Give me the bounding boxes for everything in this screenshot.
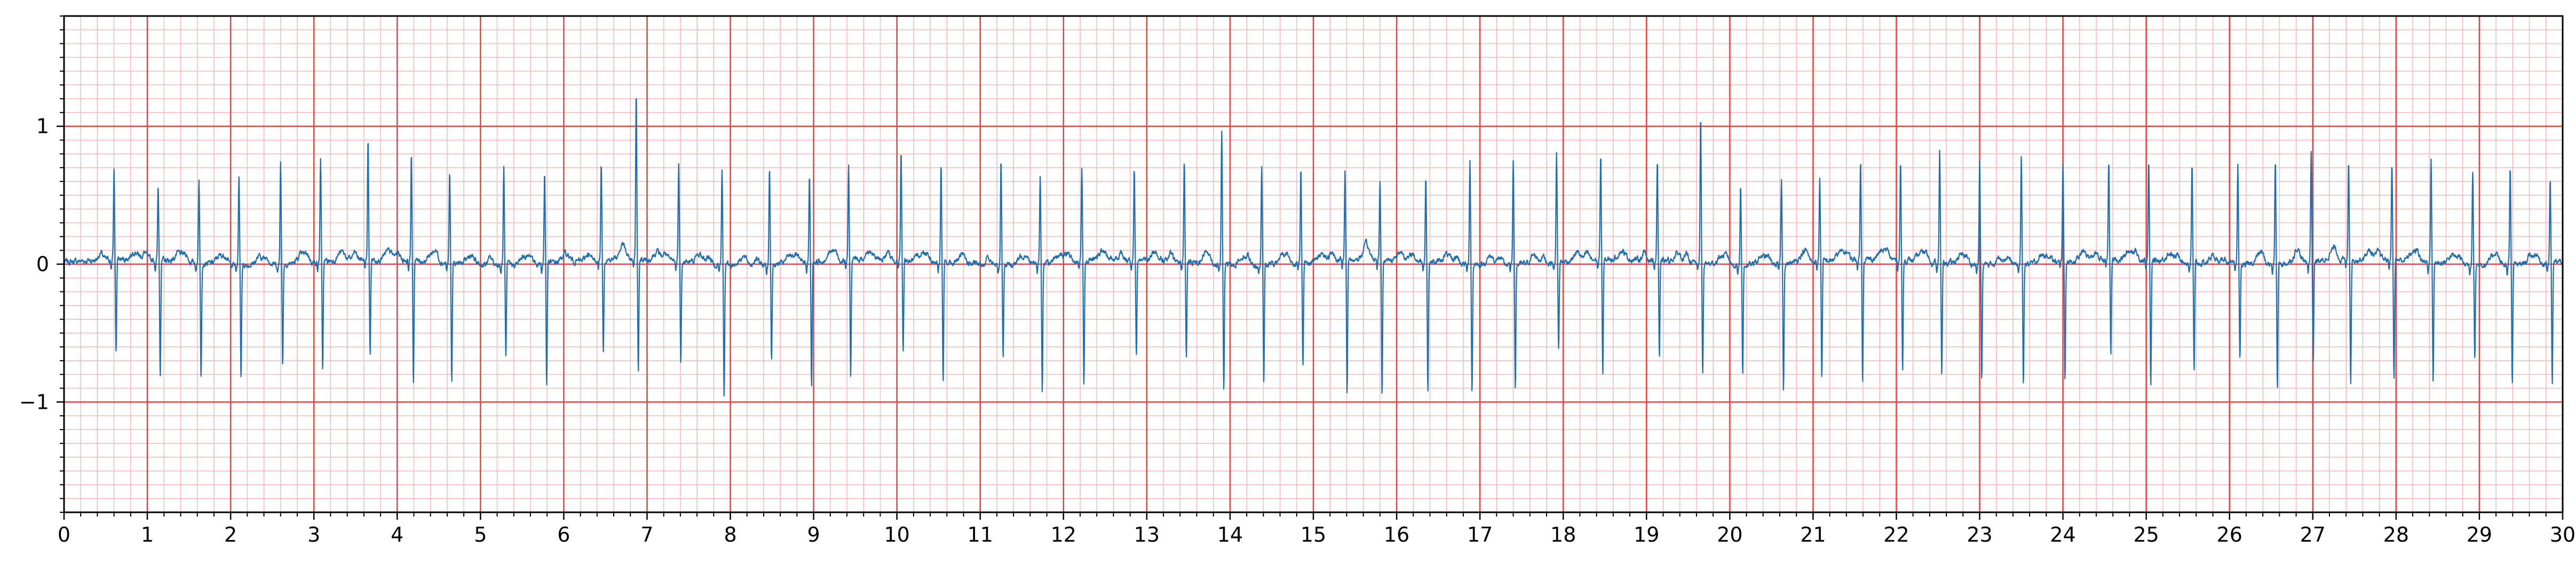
x-tick-label: 13: [1134, 523, 1160, 546]
x-tick-label: 25: [2133, 523, 2159, 546]
ecg-series: [63, 98, 2564, 397]
x-tick-label: 7: [640, 523, 653, 546]
x-tick-label: 11: [968, 523, 993, 546]
x-tick-label: 20: [1717, 523, 1742, 546]
x-tick-label: 0: [58, 523, 70, 546]
x-tick-label: 27: [2300, 523, 2326, 546]
x-tick-label: 24: [2050, 523, 2075, 546]
x-tick-label: 5: [474, 523, 487, 546]
x-axis: 0 1 2 3 4 5 6 7 8 9 10 11 12 13 14 15 16 17 18 19 20 21 22 23 24…: [58, 512, 2575, 546]
x-tick-label: 18: [1550, 523, 1576, 546]
x-tick-label: 2: [224, 523, 237, 546]
x-tick-label: 10: [884, 523, 909, 546]
x-tick-label: 14: [1217, 523, 1243, 546]
x-tick-label: 22: [1883, 523, 1909, 546]
x-tick-label: 29: [2467, 523, 2492, 546]
x-tick-label: 8: [724, 523, 736, 546]
x-tick-label: 1: [141, 523, 154, 546]
x-tick-label: 21: [1800, 523, 1826, 546]
x-tick-label: 6: [557, 523, 570, 546]
x-tick-label: 17: [1467, 523, 1493, 546]
x-tick-label: 4: [391, 523, 403, 546]
y-tick-label: −1: [19, 390, 49, 414]
x-tick-label: 15: [1301, 523, 1326, 546]
y-tick-label: 1: [36, 115, 49, 138]
x-tick-label: 16: [1384, 523, 1409, 546]
x-tick-label: 23: [1967, 523, 1992, 546]
x-tick-label: 12: [1051, 523, 1076, 546]
x-tick-label: 26: [2217, 523, 2242, 546]
x-tick-label: 30: [2550, 523, 2575, 546]
x-tick-label: 19: [1634, 523, 1659, 546]
x-tick-label: 9: [807, 523, 820, 546]
x-tick-label: 28: [2383, 523, 2409, 546]
y-axis: −1 0 1: [19, 15, 64, 513]
ecg-trace-line: [63, 98, 2564, 397]
x-tick-label: 3: [307, 523, 320, 546]
y-tick-label: 0: [36, 252, 49, 276]
